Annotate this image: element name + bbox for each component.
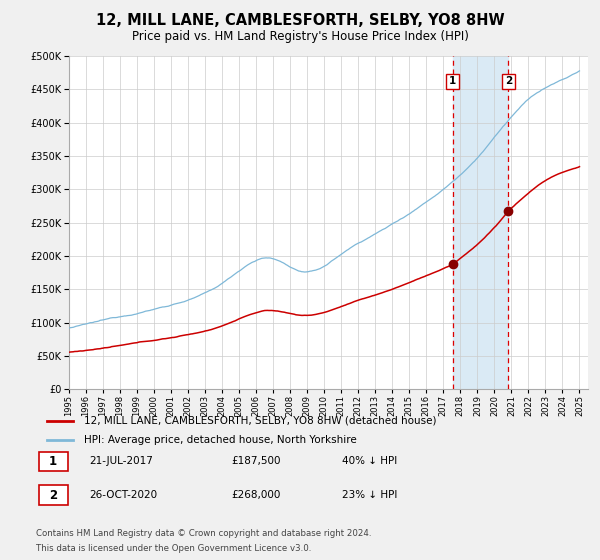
Text: £187,500: £187,500 xyxy=(232,456,281,466)
Text: 2: 2 xyxy=(49,488,57,502)
Text: 26-OCT-2020: 26-OCT-2020 xyxy=(89,490,157,500)
Text: £268,000: £268,000 xyxy=(232,490,281,500)
Text: 2: 2 xyxy=(505,76,512,86)
Text: 12, MILL LANE, CAMBLESFORTH, SELBY, YO8 8HW: 12, MILL LANE, CAMBLESFORTH, SELBY, YO8 … xyxy=(95,13,505,28)
Text: 21-JUL-2017: 21-JUL-2017 xyxy=(89,456,152,466)
Bar xyxy=(453,56,508,389)
Text: 1: 1 xyxy=(449,76,457,86)
Bar xyxy=(38,451,68,472)
Text: Price paid vs. HM Land Registry's House Price Index (HPI): Price paid vs. HM Land Registry's House … xyxy=(131,30,469,44)
Text: HPI: Average price, detached house, North Yorkshire: HPI: Average price, detached house, Nort… xyxy=(83,435,356,445)
Text: 23% ↓ HPI: 23% ↓ HPI xyxy=(342,490,398,500)
Text: 1: 1 xyxy=(49,455,57,468)
Text: 40% ↓ HPI: 40% ↓ HPI xyxy=(342,456,397,466)
Text: 12, MILL LANE, CAMBLESFORTH, SELBY, YO8 8HW (detached house): 12, MILL LANE, CAMBLESFORTH, SELBY, YO8 … xyxy=(83,416,436,426)
Text: Contains HM Land Registry data © Crown copyright and database right 2024.: Contains HM Land Registry data © Crown c… xyxy=(36,529,371,538)
Text: This data is licensed under the Open Government Licence v3.0.: This data is licensed under the Open Gov… xyxy=(36,544,311,553)
Bar xyxy=(38,485,68,505)
